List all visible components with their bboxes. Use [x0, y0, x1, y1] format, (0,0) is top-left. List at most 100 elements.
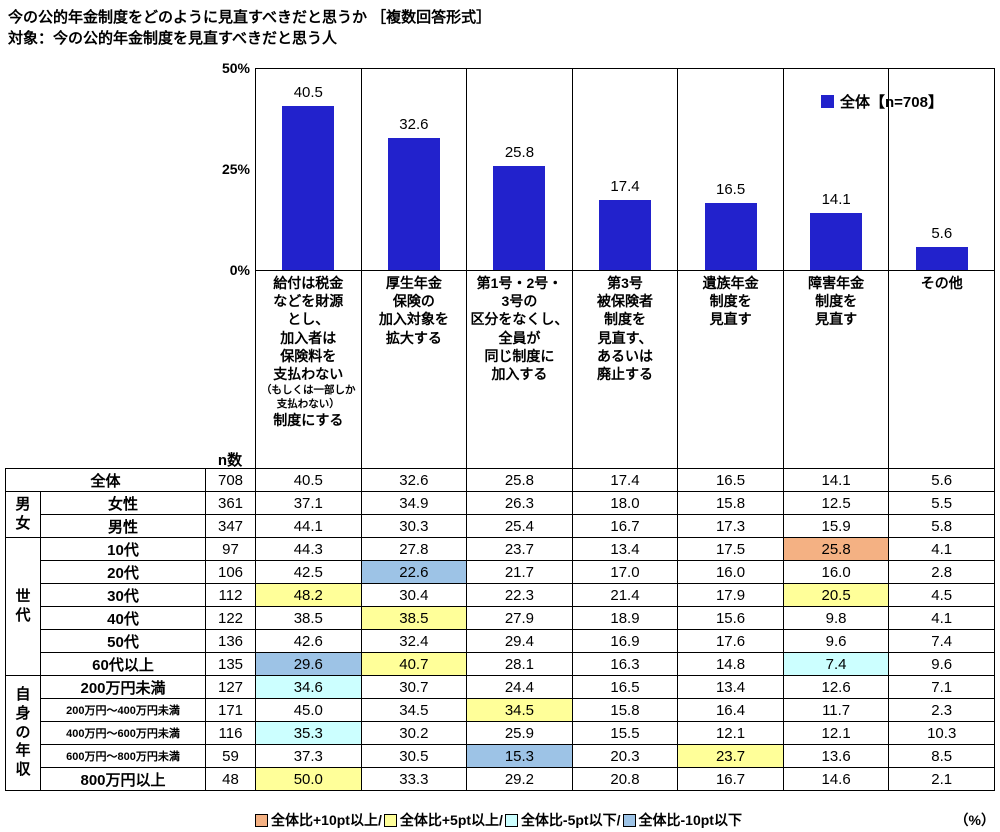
data-value: 15.3: [466, 744, 573, 768]
row-label: 男性: [39, 514, 207, 538]
data-value: 30.2: [360, 721, 468, 745]
n-value: 135: [205, 652, 257, 676]
bar: [915, 247, 968, 270]
data-value: 21.4: [571, 583, 679, 607]
data-value: 26.3: [466, 491, 573, 515]
data-value: 4.1: [888, 537, 995, 561]
data-value: 5.6: [888, 468, 995, 492]
bar-value-label: 32.6: [399, 116, 429, 134]
data-value: 12.1: [782, 721, 890, 745]
table-row: 40代 122 38.5 38.5 27.9 18.9 15.6 9.8 4.1: [6, 606, 995, 630]
bar-value-label: 25.8: [504, 143, 535, 161]
data-value: 16.3: [571, 652, 679, 676]
table-row: 男 女女性 361 37.1 34.9 26.3 18.0 15.8 12.5 5.5: [5, 491, 995, 538]
data-table-body: 全体 708 40.5 32.6 25.8 17.4 16.5 14.1 5.6 男 女女性 361…: [4, 468, 995, 791]
data-value: 37.3: [255, 744, 362, 768]
data-value: 42.6: [255, 629, 362, 653]
data-value: 12.1: [677, 721, 784, 745]
bar-value-label: 40.5: [293, 84, 323, 102]
row-label: 40代: [39, 606, 207, 630]
highlight-legend: 全体比+10pt以上/全体比+5pt以上/全体比-5pt以下/全体比-10pt以…: [255, 810, 995, 830]
n-value: 136: [205, 629, 257, 653]
column-header: 第1号・2号・ 3号の 区分をなくし、 全員が 同じ制度に 加入する: [466, 271, 572, 468]
bar: [599, 199, 652, 270]
data-value: 20.8: [571, 767, 679, 791]
data-value: 11.7: [782, 698, 890, 722]
column-header: 障害年金 制度を 見直す: [782, 271, 889, 468]
n-value: 347: [205, 514, 257, 538]
chart-legend: 全体【n=708】: [821, 91, 943, 112]
data-value: 23.7: [677, 744, 784, 768]
data-value: 28.1: [466, 652, 573, 676]
n-value: 59: [205, 744, 257, 768]
table-row: 50代 136 42.6 32.4 29.4 16.9 17.6 9.6 7.4: [6, 629, 995, 653]
highlight-legend-label: 全体比+5pt以上/: [399, 812, 503, 828]
data-value: 17.0: [571, 560, 679, 584]
data-value: 25.8: [466, 468, 573, 492]
data-value: 34.5: [466, 698, 573, 722]
data-value: 5.5: [888, 491, 995, 515]
data-value: 16.5: [571, 675, 679, 699]
data-value: 30.5: [360, 744, 468, 768]
data-value: 23.7: [466, 537, 573, 561]
column-header-tail: 制度にする: [273, 412, 344, 429]
legend-swatch-icon: [821, 95, 834, 108]
data-value: 5.8: [888, 514, 995, 538]
row-label: 200万円未満: [39, 675, 207, 699]
data-value: 38.5: [360, 606, 468, 630]
column-header: 遺族年金 制度を 見直す: [677, 271, 783, 468]
data-table: 全体 708 40.5 32.6 25.8 17.4 16.5 14.1 5.6 男 女女性 361…: [4, 468, 995, 791]
table-row: 30代 112 48.2 30.4 22.3 21.4 17.9 20.5 4.5: [6, 583, 995, 607]
bar-value-label: 5.6: [931, 225, 953, 243]
chart-column: 14.1: [782, 69, 889, 270]
data-value: 7.1: [888, 675, 995, 699]
data-value: 15.9: [782, 514, 890, 538]
data-value: 17.4: [571, 468, 679, 492]
data-value: 17.6: [677, 629, 784, 653]
highlight-legend-item: 全体比+5pt以上/: [383, 810, 503, 830]
table-row: 世 代 10代 97 44.3 27.8 23.7 13.4 17.5 25.8 4.1: [5, 537, 995, 676]
data-value: 30.3: [360, 514, 468, 538]
row-label: 30代: [39, 583, 207, 607]
data-value: 42.5: [255, 560, 362, 584]
column-header-text: 障害年金 制度を 見直す: [808, 275, 865, 328]
n-value: 106: [205, 560, 257, 584]
data-value: 27.8: [360, 537, 468, 561]
data-value: 21.7: [466, 560, 573, 584]
n-value: 122: [205, 606, 257, 630]
data-value: 8.5: [888, 744, 995, 768]
data-value: 14.8: [677, 652, 784, 676]
data-value: 13.6: [782, 744, 890, 768]
table-row: 全体 708 40.5 32.6 25.8 17.4 16.5 14.1 5.6: [4, 468, 995, 492]
data-value: 27.9: [466, 606, 573, 630]
data-value: 29.4: [466, 629, 573, 653]
highlight-swatch-icon: [622, 813, 636, 827]
n-column-header: n数: [217, 452, 243, 469]
data-value: 2.3: [888, 698, 995, 722]
data-value: 32.4: [360, 629, 468, 653]
highlight-legend-item: 全体比-5pt以下/: [504, 810, 621, 830]
data-value: 9.6: [888, 652, 995, 676]
data-value: 12.6: [782, 675, 890, 699]
table-row: 600万円～800万円未満 59 37.3 30.5 15.3 20.3 23.7 13.6 8…: [6, 744, 995, 768]
highlight-swatch-icon: [255, 813, 268, 827]
data-value: 30.7: [360, 675, 468, 699]
bar: [387, 138, 440, 270]
column-header-text: 第3号 被保険者 制度を 見直す、 あるいは 廃止する: [597, 275, 654, 382]
data-value: 7.4: [888, 629, 995, 653]
data-value: 32.6: [360, 468, 468, 492]
column-header-text: 遺族年金 制度を 見直す: [702, 275, 759, 328]
data-value: 25.8: [782, 537, 890, 561]
column-header-text: 第1号・2号・ 3号の 区分をなくし、 全員が 同じ制度に 加入する: [470, 275, 569, 382]
data-value: 38.5: [255, 606, 362, 630]
data-value: 50.0: [255, 767, 362, 791]
bar: [282, 106, 335, 270]
data-value: 13.4: [677, 675, 784, 699]
data-value: 40.7: [360, 652, 468, 676]
bar-value-label: 16.5: [716, 181, 746, 199]
row-group-label: 男 女: [5, 491, 41, 538]
column-header-text: 給付は税金 などを財源 とし、 加入者は 保険料を 支払わない: [273, 275, 344, 382]
data-value: 24.4: [466, 675, 573, 699]
table-row: 20代 106 42.5 22.6 21.7 17.0 16.0 16.0 2.8: [6, 560, 995, 584]
report-title-line2: 対象：今の公的年金制度を見直すべきだと思う人: [8, 30, 337, 47]
